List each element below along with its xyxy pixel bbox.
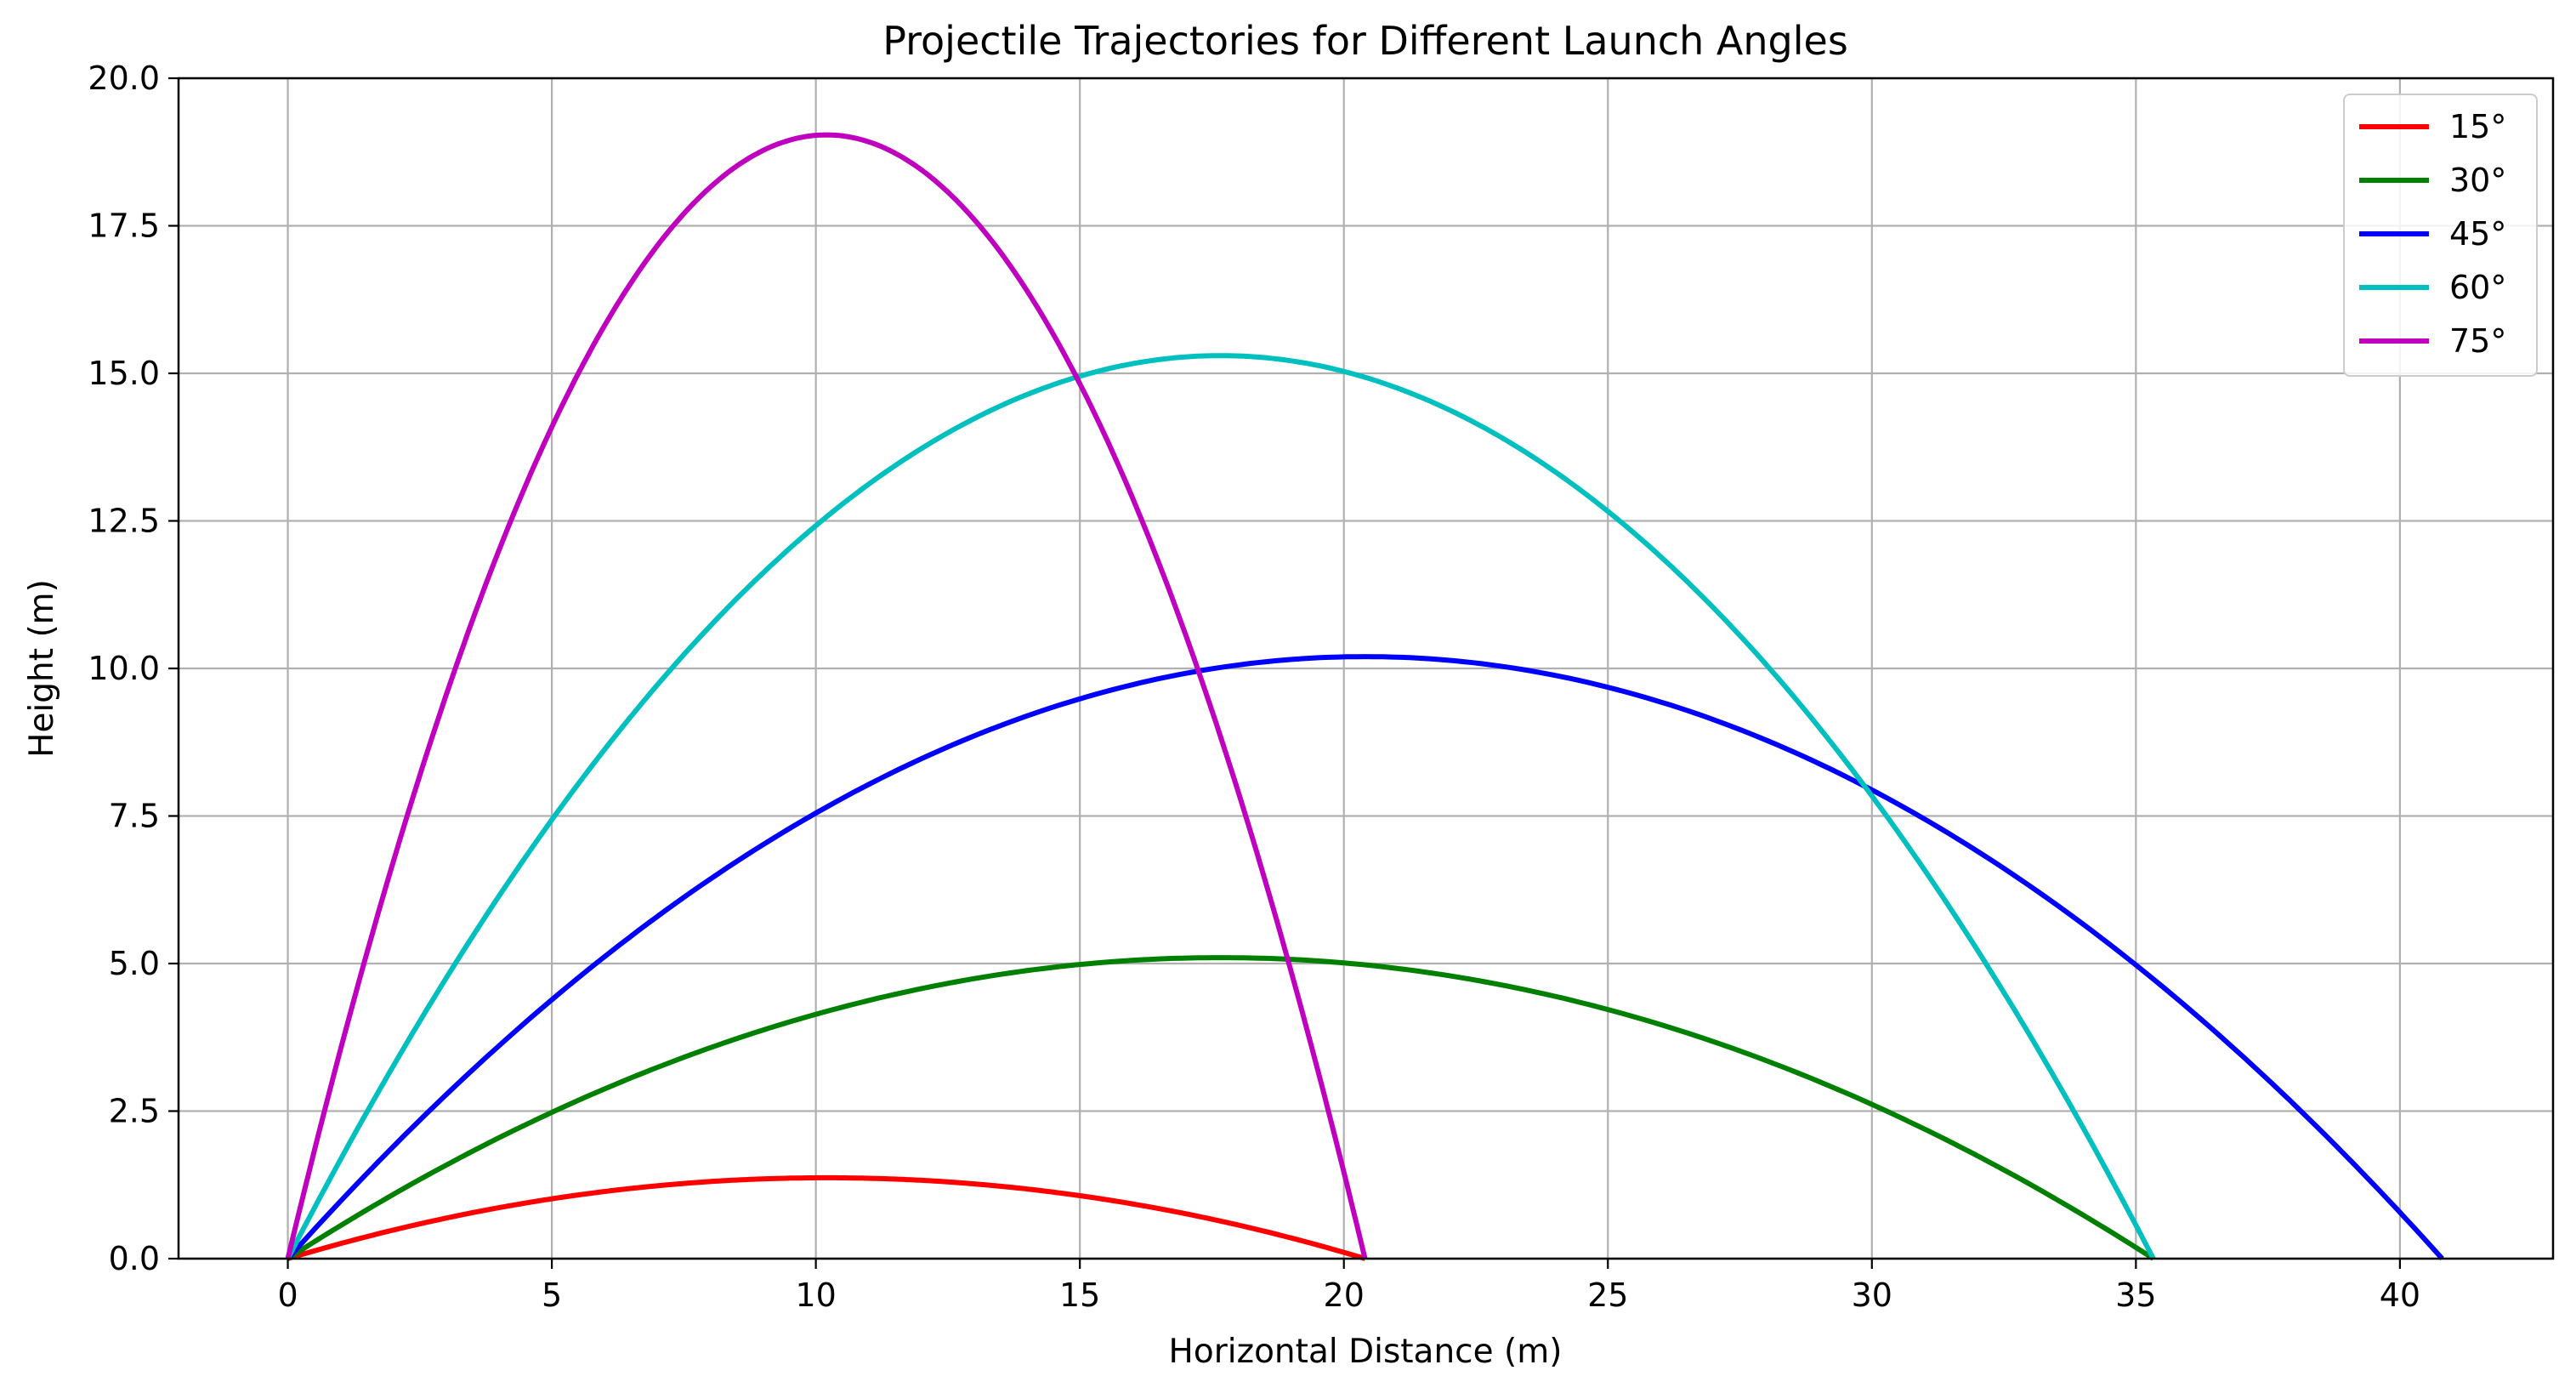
series-line-2	[286, 955, 2155, 1261]
legend: 15° 30° 45° 60° 75°	[2343, 94, 2538, 377]
y-tick-label: 0.0	[109, 1240, 160, 1277]
y-tick-label: 5.0	[109, 945, 160, 982]
legend-label: 15°	[2449, 108, 2506, 145]
x-tick-label: 0	[277, 1276, 298, 1314]
x-tick-label: 5	[542, 1276, 562, 1314]
y-tick-label: 7.5	[109, 798, 160, 835]
series-lines	[285, 132, 2444, 1261]
series-line-3	[286, 654, 2444, 1261]
x-tick-label: 15	[1059, 1276, 1100, 1314]
legend-label: 45°	[2449, 215, 2506, 253]
x-tick-label: 35	[2115, 1276, 2156, 1314]
x-tick-label: 40	[2380, 1276, 2420, 1314]
legend-label: 30°	[2449, 162, 2506, 199]
ticks: 0 5 10 15 20 25 30 35 40 0.0 2.5 5.0 7.5 10.0 12.5 15.0…	[88, 60, 2420, 1314]
x-tick-label: 30	[1852, 1276, 1892, 1314]
x-tick-label: 20	[1324, 1276, 1365, 1314]
y-tick-label: 2.5	[109, 1093, 160, 1130]
chart-title: Projectile Trajectories for Different La…	[882, 18, 1848, 64]
x-tick-label: 25	[1587, 1276, 1628, 1314]
y-tick-label: 20.0	[88, 60, 160, 97]
x-axis-label: Horizontal Distance (m)	[1169, 1333, 1563, 1371]
y-tick-label: 17.5	[88, 208, 160, 245]
y-axis-label: Height (m)	[23, 579, 61, 758]
legend-label: 75°	[2449, 322, 2506, 360]
x-tick-label: 10	[795, 1276, 836, 1314]
legend-label: 60°	[2449, 269, 2506, 306]
series-line-1	[287, 1174, 1366, 1261]
series-line-5	[285, 132, 1368, 1259]
legend-box	[2343, 94, 2538, 377]
series-line-4	[285, 353, 2156, 1260]
y-tick-label: 12.5	[88, 503, 160, 540]
y-tick-label: 15.0	[88, 355, 160, 392]
y-tick-label: 10.0	[88, 650, 160, 687]
